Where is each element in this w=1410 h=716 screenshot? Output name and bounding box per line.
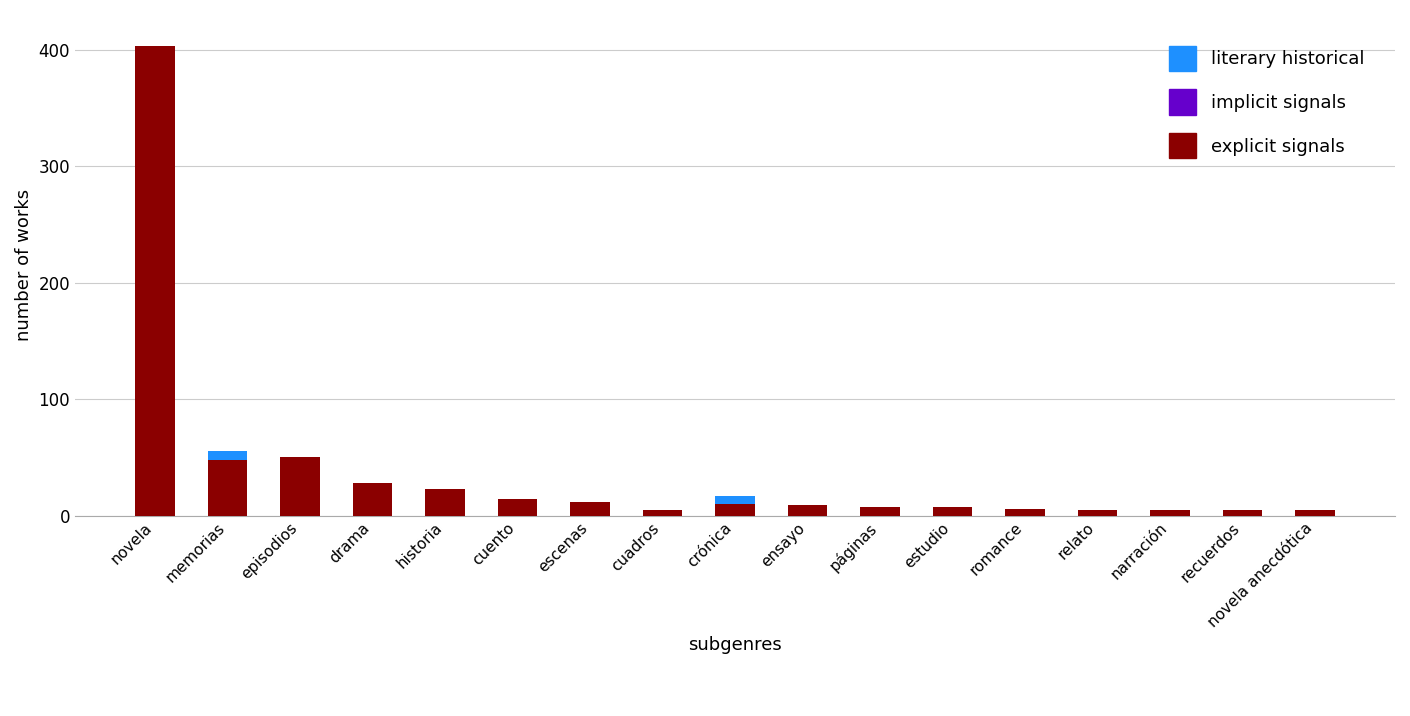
Bar [135, 47, 175, 516]
Bar [788, 505, 828, 516]
Bar [207, 460, 247, 516]
Bar [932, 508, 973, 516]
Bar [1151, 510, 1190, 516]
Bar [1222, 510, 1262, 516]
Bar [860, 508, 900, 516]
Bar [715, 504, 754, 516]
Bar [1077, 510, 1118, 516]
Bar [1005, 508, 1045, 516]
Y-axis label: number of works: number of works [16, 189, 32, 342]
Bar [570, 501, 611, 516]
Bar [498, 499, 537, 516]
Bar [281, 458, 320, 516]
Bar [715, 495, 754, 504]
Legend: literary historical, implicit signals, explicit signals: literary historical, implicit signals, e… [1148, 24, 1386, 180]
Bar [207, 452, 247, 460]
Bar [1296, 510, 1335, 516]
X-axis label: subgenres: subgenres [688, 636, 783, 654]
Bar [352, 483, 392, 516]
Bar [643, 510, 682, 516]
Bar [424, 489, 465, 516]
